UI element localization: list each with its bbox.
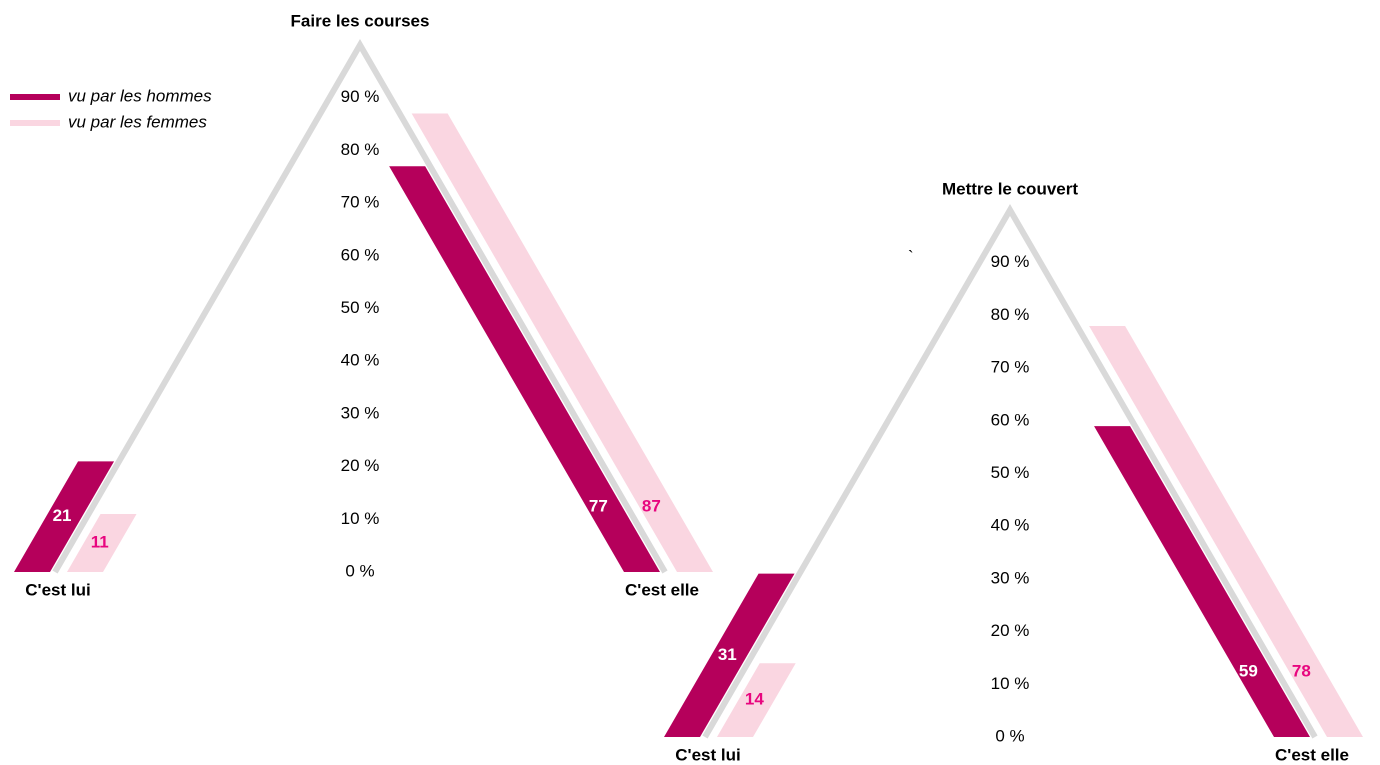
chart-title: Mettre le couvert xyxy=(942,179,1078,198)
bar xyxy=(14,461,115,572)
tent-outline xyxy=(52,39,668,574)
legend-label: vu par les femmes xyxy=(68,112,207,131)
y-tick-label: 10 % xyxy=(341,509,380,528)
y-tick-label: 60 % xyxy=(341,245,380,264)
y-tick-label: 80 % xyxy=(991,305,1030,324)
y-tick-label: 70 % xyxy=(991,358,1030,377)
y-tick-label: 50 % xyxy=(341,298,380,317)
bar xyxy=(664,573,795,737)
y-tick-label: 70 % xyxy=(341,193,380,212)
y-tick-label: 50 % xyxy=(991,463,1030,482)
bar xyxy=(1094,426,1310,737)
bar xyxy=(389,166,660,572)
annotation: ` xyxy=(908,247,914,266)
legend-label: vu par les hommes xyxy=(68,86,212,105)
y-tick-label: 40 % xyxy=(991,516,1030,535)
data-label: 59 xyxy=(1239,661,1258,680)
bar xyxy=(717,663,796,737)
y-tick-label: 30 % xyxy=(991,568,1030,587)
data-label: 78 xyxy=(1292,661,1311,680)
data-label: 77 xyxy=(589,496,608,515)
data-label: 31 xyxy=(718,645,737,664)
y-tick-label: 20 % xyxy=(341,456,380,475)
data-label: 87 xyxy=(642,496,661,515)
category-label: C'est lui xyxy=(25,580,90,599)
data-label: 11 xyxy=(91,532,109,551)
y-tick-label: 80 % xyxy=(341,140,380,159)
y-tick-label: 20 % xyxy=(991,621,1030,640)
bar xyxy=(67,514,137,572)
bar xyxy=(1089,325,1363,737)
data-label: 21 xyxy=(53,506,72,525)
y-tick-label: 10 % xyxy=(991,674,1030,693)
bar xyxy=(411,113,713,572)
y-tick-label: 0 % xyxy=(995,726,1024,745)
y-tick-label: 0 % xyxy=(345,561,374,580)
category-label: C'est elle xyxy=(1275,745,1349,764)
data-label: 14 xyxy=(745,690,764,709)
y-tick-label: 60 % xyxy=(991,410,1030,429)
chart-title: Faire les courses xyxy=(291,11,430,30)
y-tick-label: 90 % xyxy=(341,87,380,106)
category-label: C'est lui xyxy=(675,745,740,764)
y-tick-label: 40 % xyxy=(341,351,380,370)
category-label: C'est elle xyxy=(625,580,699,599)
y-tick-label: 30 % xyxy=(341,403,380,422)
y-tick-label: 90 % xyxy=(991,252,1030,271)
tent-outline xyxy=(702,204,1318,739)
